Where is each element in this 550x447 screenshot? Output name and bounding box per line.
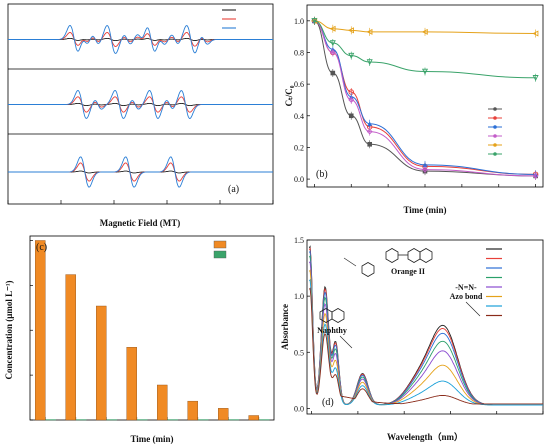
conc-legend-swatch xyxy=(213,240,227,249)
conc-bar-pmso xyxy=(187,400,198,421)
ratio-point xyxy=(421,28,428,35)
panel-a-x-label: Magnetic Field (MT) xyxy=(100,218,180,228)
panel-b-tag: (b) xyxy=(316,169,328,180)
ratio-point xyxy=(421,68,429,75)
panel-c-legend xyxy=(213,240,227,259)
ratio-point xyxy=(367,141,372,147)
panel-c: Time (min) Concentration (μmol L⁻¹) (c) xyxy=(4,235,275,444)
panel-d-tag: (d) xyxy=(322,397,334,408)
panel-c-bars xyxy=(35,240,270,421)
ratio-point xyxy=(347,27,354,34)
panel-d-legend xyxy=(486,248,502,317)
panel-d: 0.0 0.5 1.0 1.5 Orange II -N=N- Azo bond Na… xyxy=(280,236,544,442)
absorbance-y-tick-label: 0.0 xyxy=(294,404,304,413)
panel-a-tag: (a) xyxy=(228,184,239,195)
panel-a-traces xyxy=(8,25,273,188)
ratio-point xyxy=(311,18,318,25)
panel-b: 0.0 0.2 0.4 0.6 0.8 1.0 Time (min) Cₜ/C₀ (b) xyxy=(284,4,544,215)
orange-ii-structure-icon xyxy=(385,248,433,263)
ratio-point xyxy=(348,113,354,119)
ratio-point xyxy=(366,128,373,135)
panel-b-y-label: Cₜ/C₀ xyxy=(284,85,294,106)
conc-bar-pmso xyxy=(157,384,168,421)
conc-bar-pmso xyxy=(35,240,46,421)
conc-bar-pmso xyxy=(218,408,229,421)
naphthy-arrow-icon xyxy=(339,335,353,349)
panel-a-x-ticks xyxy=(7,200,274,204)
ratio-point xyxy=(532,30,539,37)
panel-c-x-label: Time (min) xyxy=(130,434,173,444)
azo-formula-label: -N=N- xyxy=(455,283,477,292)
naphthy-label: Naphthy xyxy=(317,326,347,335)
ratio-point xyxy=(422,162,428,168)
ratio-point xyxy=(348,97,355,103)
naphthalene-structure-icon xyxy=(319,308,345,323)
ratio-series-line-0 xyxy=(314,20,536,177)
panel-c-tag: (c) xyxy=(36,242,47,253)
panel-d-series xyxy=(308,245,543,406)
absorbance-y-tick-label: 0.5 xyxy=(294,348,304,357)
ratio-point xyxy=(329,40,336,47)
epr-trace-1-2 xyxy=(8,90,273,119)
uv-series-6 xyxy=(308,278,543,406)
conc-legend-swatch xyxy=(213,250,227,259)
ratio-point xyxy=(329,25,336,32)
panel-b-legend xyxy=(488,107,502,156)
ratio-point xyxy=(329,49,336,56)
orange-ii-label: Orange II xyxy=(391,267,425,276)
ratio-point xyxy=(348,52,355,59)
azo-arrow-icon xyxy=(465,301,481,317)
panel-c-y-label: Concentration (μmol L⁻¹) xyxy=(4,280,14,379)
ratio-point xyxy=(366,28,373,35)
ratio-legend-marker xyxy=(493,134,497,138)
ratio-point xyxy=(422,166,428,173)
ratio-point xyxy=(532,75,539,82)
ratio-y-tick-label: 0.8 xyxy=(294,48,304,57)
panel-d-y-label: Absorbance xyxy=(280,304,290,350)
ratio-y-tick-label: 0.2 xyxy=(294,143,304,152)
ratio-y-tick-label: 1.0 xyxy=(294,17,304,26)
ratio-point xyxy=(330,70,336,76)
panel-d-x-label: Wavelength（nm） xyxy=(387,432,463,442)
panel-d-frame xyxy=(306,239,544,415)
panel-b-series xyxy=(311,16,539,180)
ratio-y-tick-label: 0.6 xyxy=(294,80,304,89)
ratio-point xyxy=(366,59,373,66)
panel-a: Magnetic Field (MT) (a) xyxy=(7,3,274,228)
conc-bar-pmso xyxy=(126,347,137,421)
ratio-y-tick-label: 0.4 xyxy=(294,112,304,121)
ratio-point xyxy=(367,121,372,126)
conc-bar-pmso xyxy=(96,305,107,421)
uv-series-7 xyxy=(308,287,543,405)
absorbance-y-tick-label: 1.0 xyxy=(294,292,304,301)
azo-bond-label: Azo bond xyxy=(450,292,483,301)
conc-bar-pmso xyxy=(65,274,76,421)
ratio-legend-marker xyxy=(493,116,497,120)
ratio-series-line-3 xyxy=(314,20,536,177)
epr-trace-0-2 xyxy=(8,25,273,54)
ratio-y-tick-label: 0.0 xyxy=(294,175,304,184)
panel-a-frame xyxy=(7,3,274,205)
ratio-legend-marker xyxy=(493,143,497,147)
absorbance-y-tick-label: 1.5 xyxy=(294,236,304,245)
conc-bar-pmso xyxy=(248,415,259,421)
benzene-structure-icon xyxy=(343,257,375,277)
ratio-legend-marker xyxy=(493,125,497,129)
panel-d-ticks: 0.0 0.5 1.0 1.5 xyxy=(294,236,544,414)
ratio-legend-marker xyxy=(493,152,497,156)
uv-series-5 xyxy=(308,269,543,406)
panel-a-legend xyxy=(222,9,236,29)
panel-b-x-label: Time (min) xyxy=(403,205,446,215)
epr-trace-2-2 xyxy=(8,156,273,188)
ratio-series-line-4 xyxy=(314,20,536,34)
ratio-legend-marker xyxy=(493,107,497,111)
panel-c-frame xyxy=(29,235,275,421)
benzene-arrow-icon xyxy=(343,257,357,267)
ratio-point xyxy=(532,172,539,179)
panel-b-ticks: 0.0 0.2 0.4 0.6 0.8 1.0 xyxy=(294,17,536,187)
panel-c-ticks xyxy=(30,240,260,421)
